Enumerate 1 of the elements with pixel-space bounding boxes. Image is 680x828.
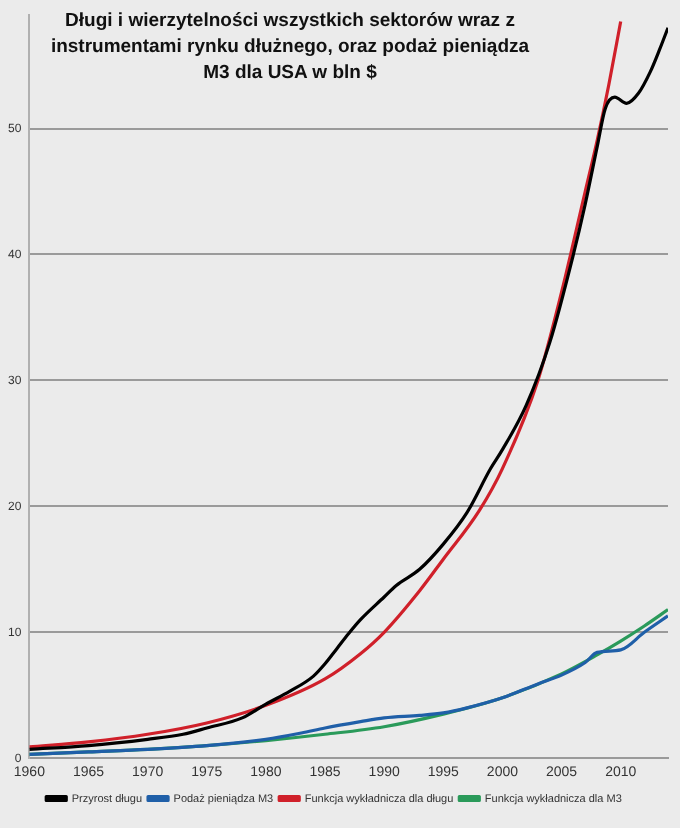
text: Długi i wierzytelności wszystkich sektorów wraz z instrumentami rynku dłużnego, oraz podaż pieniądza M3 dla USA w bln $ [48,8,532,86]
